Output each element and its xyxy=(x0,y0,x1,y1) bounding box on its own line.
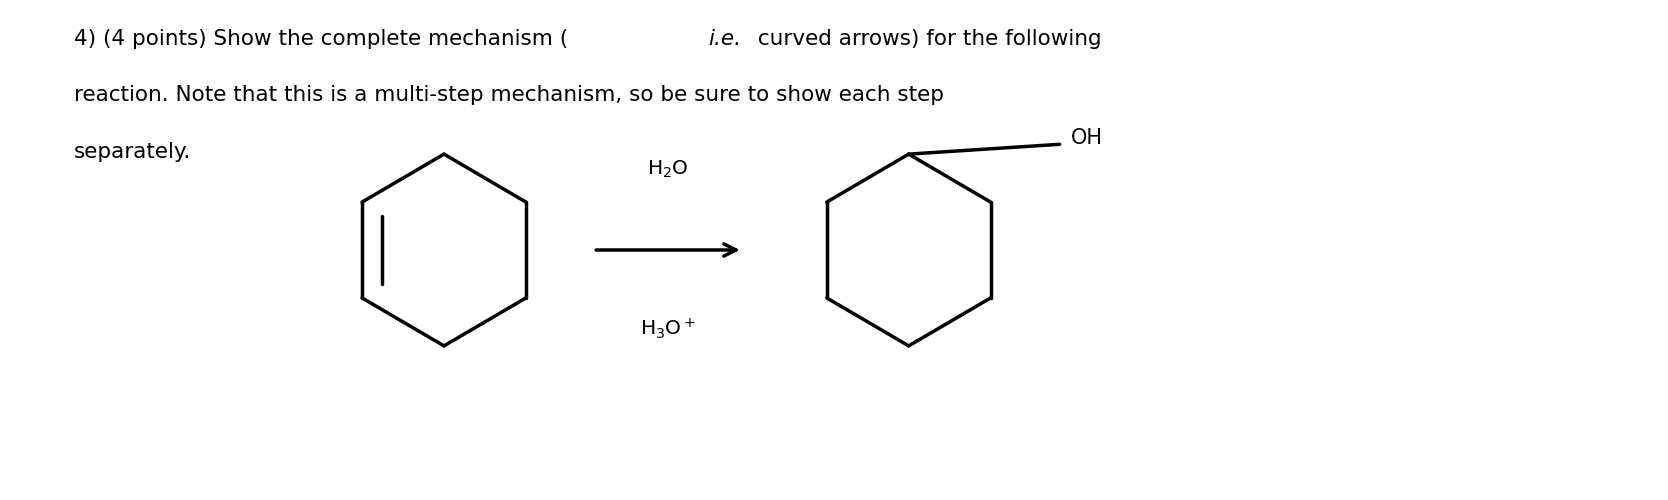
Text: H$_2$O: H$_2$O xyxy=(647,158,689,180)
Text: separately.: separately. xyxy=(73,142,192,162)
Text: curved arrows) for the following: curved arrows) for the following xyxy=(751,28,1101,49)
Text: OH: OH xyxy=(1071,128,1103,148)
Text: H$_3$O$^+$: H$_3$O$^+$ xyxy=(641,316,696,341)
Text: i.e.: i.e. xyxy=(709,28,741,49)
Text: reaction. Note that this is a multi-step mechanism, so be sure to show each step: reaction. Note that this is a multi-step… xyxy=(73,86,944,105)
Text: 4) (4 points) Show the complete mechanism (: 4) (4 points) Show the complete mechanis… xyxy=(73,28,569,49)
